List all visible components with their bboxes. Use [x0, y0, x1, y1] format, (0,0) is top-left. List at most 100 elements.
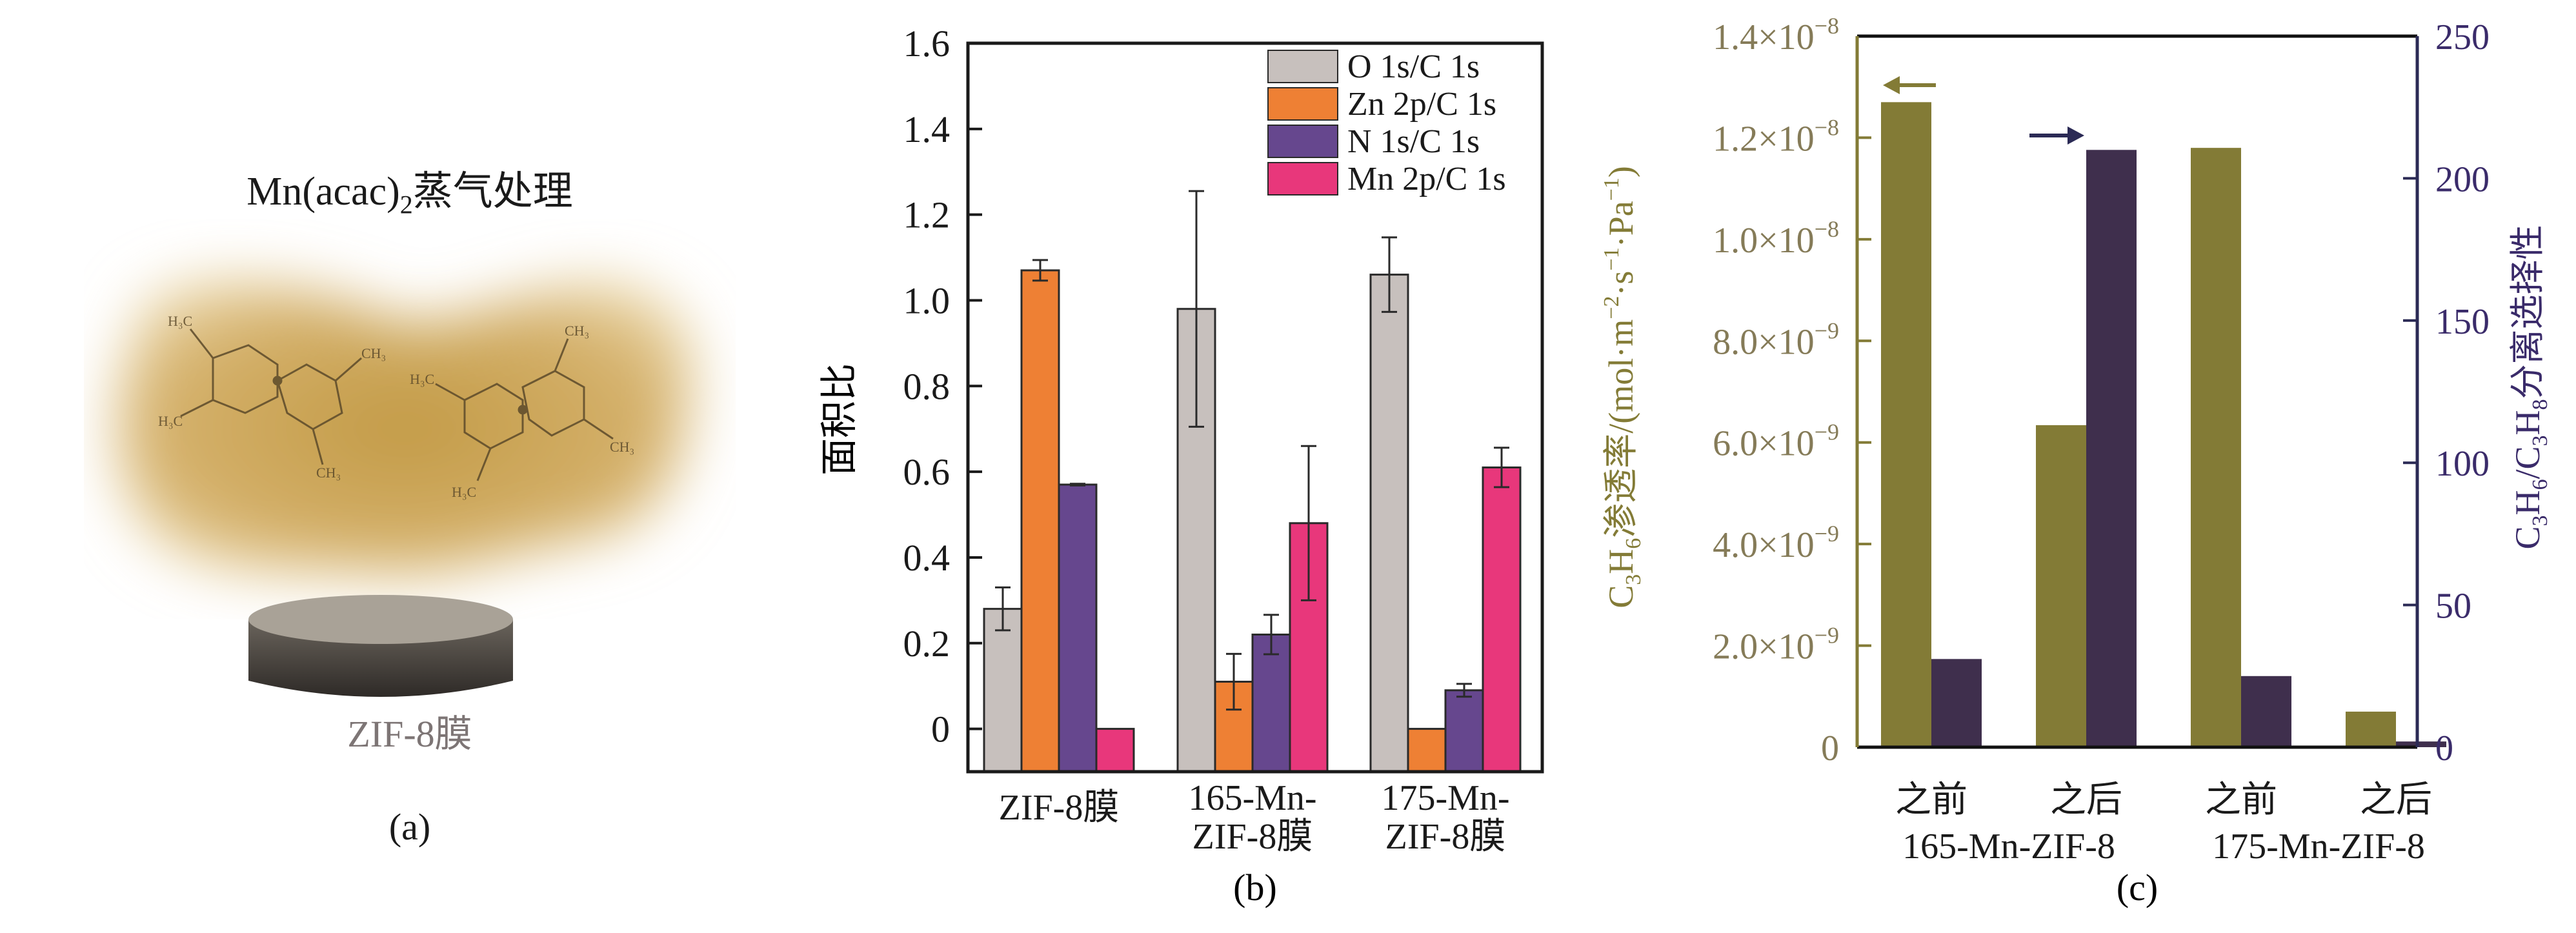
svg-text:CH₃: CH₃ [316, 465, 341, 481]
bar-zn-2p-c-1s [1407, 728, 1447, 773]
arrow-left-icon-head [1883, 76, 1900, 94]
title-chinese: 蒸气处理 [412, 170, 573, 214]
legend-label: N 1s/C 1s [1347, 123, 1480, 160]
chart-b-bars [983, 269, 1522, 773]
title-subscript: 2 [399, 190, 413, 219]
bar-mn-2p-c-1s [1289, 522, 1329, 773]
svg-text:H₃C: H₃C [452, 484, 476, 500]
x-category-label: 175-Mn- [1381, 778, 1509, 818]
y-tick-label: 1.4 [903, 108, 951, 150]
vapor-cloud-illustration: H₃C H₃C CH₃ CH₃ H₃C H₃C CH₃ CH₃ [117, 281, 693, 576]
bar-o-1s-c-1s [983, 608, 1023, 773]
svg-text:CH₃: CH₃ [610, 439, 634, 455]
chart-c-bars [1881, 102, 2446, 748]
bar-mn-2p-c-1s [1482, 466, 1522, 773]
y-tick-label: 0.8 [903, 365, 951, 407]
chart-c-x-axis: 之前 之后 之前 之后 165-Mn-ZIF-8 175-Mn-ZIF-8 [1895, 780, 2432, 867]
left-y-tick-label: 4.0×10−9 [1713, 521, 1839, 565]
vapor-cloud [117, 281, 693, 576]
right-y-tick-label: 200 [2435, 159, 2490, 199]
x-category-label: 之后 [2050, 780, 2122, 820]
left-y-tick-label: 1.4×10−8 [1713, 13, 1839, 57]
left-y-tick-label: 6.0×10−9 [1713, 419, 1839, 464]
left-y-tick-label: 1.2×10−8 [1713, 114, 1839, 159]
right-y-tick-label: 0 [2435, 728, 2453, 768]
zif8-membrane-disc [248, 595, 513, 697]
left-y-tick-label: 8.0×10−9 [1713, 317, 1839, 362]
svg-text:H₃C: H₃C [410, 371, 434, 387]
chart-c-axis-arrows [1883, 76, 2084, 145]
bar-permeance [2346, 711, 2396, 747]
svg-text:CH₃: CH₃ [361, 345, 386, 361]
bar-mn-2p-c-1s [1095, 728, 1135, 773]
chart-b-frame [966, 41, 1544, 774]
left-y-tick-label: 1.0×10−8 [1713, 216, 1839, 261]
mn-acac-molecule-icon: H₃C H₃C CH₃ CH₃ [410, 323, 634, 500]
y-tick-label: 1.6 [903, 23, 951, 65]
right-y-tick-label: 50 [2435, 587, 2471, 627]
legend-swatch [1267, 50, 1338, 83]
legend-swatch [1267, 87, 1338, 121]
chart-c-frame [1855, 34, 2419, 749]
x-category-label: ZIF-8膜 [1385, 817, 1506, 857]
y-tick-label: 1.2 [903, 194, 951, 236]
bar-o-1s-c-1s [1369, 274, 1409, 773]
legend-label: Mn 2p/C 1s [1347, 161, 1506, 197]
bar-selectivity [2086, 150, 2137, 747]
right-y-tick-label: 100 [2435, 444, 2490, 484]
title-text: Mn(acac) [247, 170, 400, 214]
legend-swatch [1267, 125, 1338, 158]
chart-b-y-axis-label: 面积比 [818, 363, 860, 476]
legend-swatch [1267, 162, 1338, 196]
panel-label-b: (b) [1233, 867, 1277, 908]
x-group-label: 175-Mn-ZIF-8 [2212, 827, 2425, 867]
y-tick-label: 0 [931, 708, 950, 750]
right-y-tick-label: 250 [2435, 17, 2490, 57]
bar-permeance [1881, 102, 1931, 748]
chart-b-area-ratio: 00.20.40.60.81.01.21.41.6 ZIF-8膜 165-Mn-Z… [818, 23, 1544, 908]
bar-selectivity [2241, 676, 2291, 747]
chart-c-right-y-axis: 0 50 100 150 200 250 [2403, 17, 2490, 768]
x-category-label: 之前 [2205, 780, 2277, 820]
bar-n-1s-c-1s [1058, 483, 1098, 773]
svg-text:CH₃: CH₃ [565, 323, 589, 339]
svg-text:H₃C: H₃C [168, 313, 192, 329]
chart-b-y-axis: 0 0.2 0.4 0.6 0.8 1.0 1.2 1.4 1.6 [903, 23, 982, 750]
bar-permeance [2191, 148, 2241, 747]
mn-acac-molecule-icon: H₃C H₃C CH₃ CH₃ [158, 313, 386, 481]
legend-label: Zn 2p/C 1s [1347, 86, 1496, 123]
chart-c-left-y-axis-label: C3H6渗透率/(mol·m−2·s−1·Pa−1) [1600, 166, 1645, 608]
arrow-right-icon-head [2068, 126, 2084, 145]
x-category-label: 之后 [2360, 780, 2432, 820]
chart-b-error-bars [995, 190, 1509, 711]
y-tick-label: 0.6 [903, 451, 951, 493]
bar-n-1s-c-1s [1444, 689, 1484, 773]
legend-label: O 1s/C 1s [1347, 48, 1480, 85]
x-group-label: 165-Mn-ZIF-8 [1902, 827, 2115, 867]
chart-c-right-y-axis-label: C3H6/C3H8分离选择性 [2508, 225, 2552, 549]
bar-selectivity [1931, 659, 1982, 747]
y-tick-label: 0.2 [903, 623, 951, 665]
panel-a-schematic: Mn(acac)2蒸气处理 H₃C H₃C CH₃ CH₃ [0, 0, 820, 933]
right-y-tick-label: 150 [2435, 302, 2490, 342]
bar-permeance [2036, 425, 2086, 747]
membrane-top [248, 595, 513, 644]
x-category-label: ZIF-8膜 [1192, 817, 1313, 857]
bar-selectivity [2396, 741, 2446, 747]
bar-zn-2p-c-1s [1020, 269, 1060, 773]
chart-c-left-y-axis: 0 2.0×10−9 4.0×10−9 6.0×10−9 8.0×10−9 1.0×10−… [1713, 13, 1871, 768]
vapor-treatment-title: Mn(acac)2蒸气处理 [0, 158, 820, 219]
left-y-tick-label: 0 [1821, 728, 1839, 768]
chart-c-permeance-selectivity: 0 2.0×10−9 4.0×10−9 6.0×10−9 8.0×10−9 1.0×10−… [1600, 13, 2552, 908]
left-y-tick-label: 2.0×10−9 [1713, 623, 1839, 667]
membrane-label: ZIF-8膜 [347, 713, 472, 755]
x-category-label: ZIF-8膜 [999, 788, 1120, 828]
y-tick-label: 1.0 [903, 279, 951, 321]
x-category-label: 之前 [1895, 780, 1967, 820]
y-tick-label: 0.4 [903, 537, 951, 579]
x-category-label: 165-Mn- [1188, 778, 1316, 818]
svg-text:H₃C: H₃C [158, 413, 183, 429]
panel-label-a: (a) [388, 806, 431, 848]
